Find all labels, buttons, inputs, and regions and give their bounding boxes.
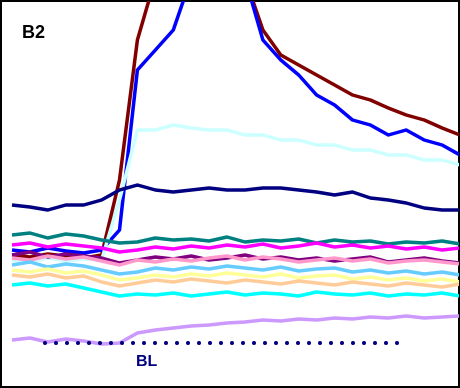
plot-area (11, 1, 459, 346)
series-line (11, 254, 459, 267)
series-line (11, 183, 459, 212)
series-line (11, 314, 459, 346)
chart-title: B2 (22, 22, 45, 42)
series-line (11, 1, 459, 255)
series-line (11, 272, 459, 289)
series-line (11, 267, 459, 284)
series-line (11, 281, 459, 298)
series-line (11, 260, 459, 277)
series-line (11, 241, 459, 254)
annotation: BL (136, 353, 158, 370)
series-line (11, 231, 459, 246)
